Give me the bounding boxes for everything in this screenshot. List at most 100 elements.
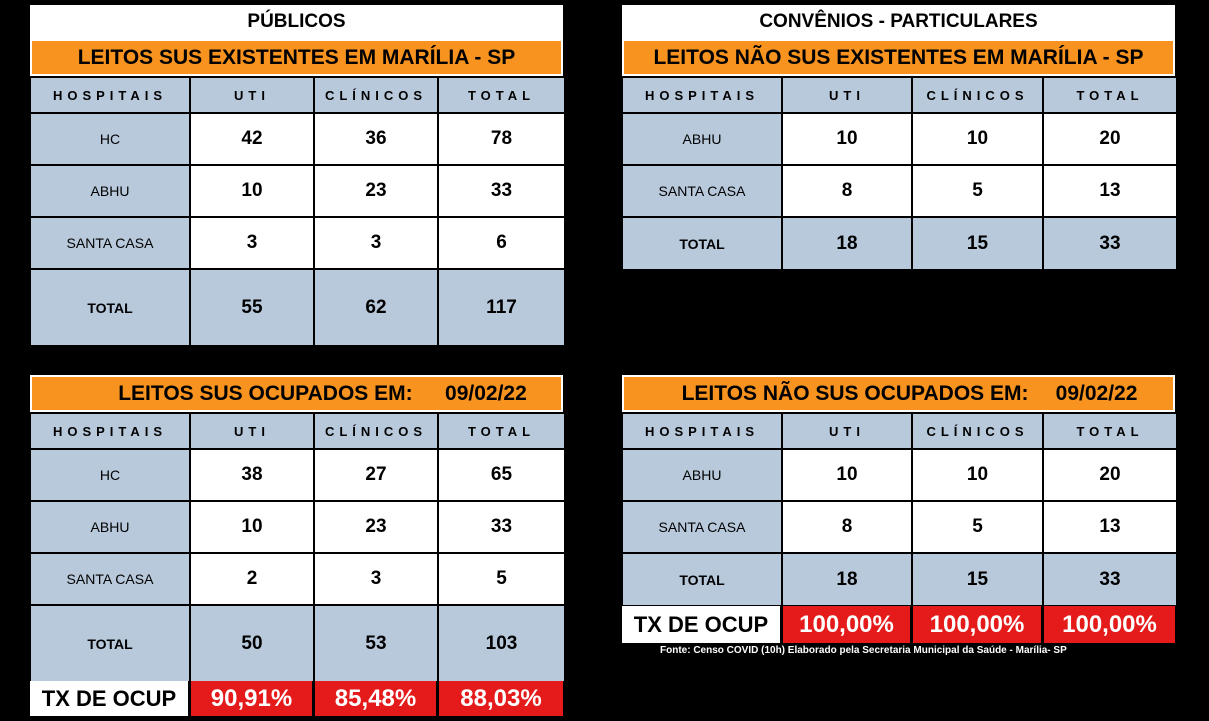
sus-ocupados-table: HOSPITAIS UTI CLÍNICOS TOTAL HC 38 27 65… bbox=[29, 412, 566, 683]
particulares-header: CONVÊNIOS - PARTICULARES bbox=[622, 5, 1175, 39]
clinicos-total: 53 bbox=[313, 604, 439, 683]
table-row: HC 42 36 78 bbox=[29, 112, 566, 166]
hospital-name: SANTA CASA bbox=[29, 552, 191, 606]
hospital-name: HC bbox=[29, 112, 191, 166]
tx-ocup-total: 100,00% bbox=[1041, 606, 1175, 643]
clinicos-value: 23 bbox=[313, 164, 439, 218]
total-label: TOTAL bbox=[621, 552, 783, 607]
sus-ocupados-date: 09/02/22 bbox=[445, 381, 527, 405]
clinicos-value: 10 bbox=[911, 112, 1044, 166]
publicos-header: PÚBLICOS bbox=[30, 5, 563, 39]
total-label: TOTAL bbox=[621, 216, 783, 271]
col-clinicos: CLÍNICOS bbox=[313, 76, 439, 114]
table-row: ABHU 10 23 33 bbox=[29, 500, 566, 554]
uti-total: 18 bbox=[781, 552, 913, 607]
tx-ocup-clinicos: 85,48% bbox=[312, 681, 436, 716]
total-value: 20 bbox=[1042, 448, 1178, 502]
table-header-row: HOSPITAIS UTI CLÍNICOS TOTAL bbox=[29, 76, 566, 114]
col-total: TOTAL bbox=[437, 412, 566, 450]
grand-total: 33 bbox=[1042, 552, 1178, 607]
clinicos-value: 36 bbox=[313, 112, 439, 166]
col-hospitais: HOSPITAIS bbox=[29, 412, 191, 450]
total-value: 20 bbox=[1042, 112, 1178, 166]
table-row: HC 38 27 65 bbox=[29, 448, 566, 502]
clinicos-total: 15 bbox=[911, 216, 1044, 271]
grand-total: 117 bbox=[437, 268, 566, 347]
clinicos-value: 3 bbox=[313, 552, 439, 606]
clinicos-value: 27 bbox=[313, 448, 439, 502]
clinicos-value: 10 bbox=[911, 448, 1044, 502]
uti-total: 55 bbox=[189, 268, 315, 347]
total-value: 13 bbox=[1042, 500, 1178, 554]
uti-value: 10 bbox=[781, 112, 913, 166]
clinicos-value: 5 bbox=[911, 500, 1044, 554]
publicos-table: HOSPITAIS UTI CLÍNICOS TOTAL HC 42 36 78… bbox=[29, 76, 566, 347]
uti-value: 3 bbox=[189, 216, 315, 270]
hospital-name: ABHU bbox=[621, 448, 783, 502]
total-value: 33 bbox=[437, 164, 566, 218]
col-clinicos: CLÍNICOS bbox=[313, 412, 439, 450]
col-hospitais: HOSPITAIS bbox=[621, 412, 783, 450]
col-total: TOTAL bbox=[1042, 412, 1178, 450]
hospital-name: ABHU bbox=[29, 500, 191, 554]
uti-value: 10 bbox=[189, 500, 315, 554]
uti-value: 8 bbox=[781, 500, 913, 554]
table-row: ABHU 10 10 20 bbox=[621, 448, 1178, 502]
tx-ocup-clinicos: 100,00% bbox=[910, 606, 1041, 643]
tx-ocup-uti: 90,91% bbox=[188, 681, 312, 716]
col-clinicos: CLÍNICOS bbox=[911, 412, 1044, 450]
table-header-row: HOSPITAIS UTI CLÍNICOS TOTAL bbox=[621, 76, 1178, 114]
table-row: ABHU 10 10 20 bbox=[621, 112, 1178, 166]
table-total-row: TOTAL 55 62 117 bbox=[29, 268, 566, 347]
particulares-table: HOSPITAIS UTI CLÍNICOS TOTAL ABHU 10 10 … bbox=[621, 76, 1178, 271]
grand-total: 103 bbox=[437, 604, 566, 683]
uti-value: 38 bbox=[189, 448, 315, 502]
total-label: TOTAL bbox=[29, 604, 191, 683]
source-note: Fonte: Censo COVID (10h) Elaborado pela … bbox=[660, 645, 1067, 656]
clinicos-value: 5 bbox=[911, 164, 1044, 218]
table-header-row: HOSPITAIS UTI CLÍNICOS TOTAL bbox=[621, 412, 1178, 450]
table-header-row: HOSPITAIS UTI CLÍNICOS TOTAL bbox=[29, 412, 566, 450]
nao-sus-tx-ocup-row: TX DE OCUP 100,00% 100,00% 100,00% bbox=[622, 606, 1175, 643]
total-value: 13 bbox=[1042, 164, 1178, 218]
hospital-name: ABHU bbox=[621, 112, 783, 166]
total-label: TOTAL bbox=[29, 268, 191, 347]
uti-value: 10 bbox=[189, 164, 315, 218]
col-uti: UTI bbox=[189, 412, 315, 450]
sus-ocupados-title: LEITOS SUS OCUPADOS EM: 09/02/22 bbox=[30, 375, 563, 412]
table-total-row: TOTAL 50 53 103 bbox=[29, 604, 566, 683]
uti-value: 2 bbox=[189, 552, 315, 606]
total-value: 65 bbox=[437, 448, 566, 502]
col-uti: UTI bbox=[189, 76, 315, 114]
nao-sus-ocupados-table: HOSPITAIS UTI CLÍNICOS TOTAL ABHU 10 10 … bbox=[621, 412, 1178, 607]
uti-total: 50 bbox=[189, 604, 315, 683]
table-row: ABHU 10 23 33 bbox=[29, 164, 566, 218]
clinicos-total: 62 bbox=[313, 268, 439, 347]
tx-ocup-label: TX DE OCUP bbox=[622, 606, 780, 643]
total-value: 5 bbox=[437, 552, 566, 606]
table-row: SANTA CASA 8 5 13 bbox=[621, 500, 1178, 554]
nao-sus-ocupados-label: LEITOS NÃO SUS OCUPADOS EM: bbox=[681, 381, 1029, 405]
table-row: SANTA CASA 2 3 5 bbox=[29, 552, 566, 606]
col-uti: UTI bbox=[781, 412, 913, 450]
tx-ocup-uti: 100,00% bbox=[780, 606, 910, 643]
clinicos-total: 15 bbox=[911, 552, 1044, 607]
clinicos-value: 23 bbox=[313, 500, 439, 554]
nao-sus-ocupados-title: LEITOS NÃO SUS OCUPADOS EM: 09/02/22 bbox=[622, 375, 1175, 412]
hospital-name: HC bbox=[29, 448, 191, 502]
col-uti: UTI bbox=[781, 76, 913, 114]
uti-value: 10 bbox=[781, 448, 913, 502]
sus-ocupados-label: LEITOS SUS OCUPADOS EM: bbox=[118, 381, 413, 405]
uti-value: 42 bbox=[189, 112, 315, 166]
total-value: 78 bbox=[437, 112, 566, 166]
total-value: 33 bbox=[437, 500, 566, 554]
table-total-row: TOTAL 18 15 33 bbox=[621, 552, 1178, 607]
grand-total: 33 bbox=[1042, 216, 1178, 271]
col-hospitais: HOSPITAIS bbox=[621, 76, 783, 114]
nao-sus-ocupados-date: 09/02/22 bbox=[1055, 381, 1138, 405]
clinicos-value: 3 bbox=[313, 216, 439, 270]
col-total: TOTAL bbox=[1042, 76, 1178, 114]
publicos-title: LEITOS SUS EXISTENTES EM MARÍLIA - SP bbox=[30, 39, 563, 76]
hospital-name: SANTA CASA bbox=[621, 164, 783, 218]
col-total: TOTAL bbox=[437, 76, 566, 114]
